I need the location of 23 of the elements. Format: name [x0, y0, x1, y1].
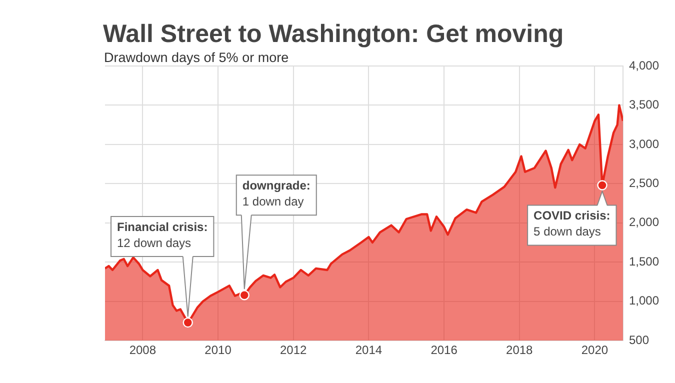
y-tick-label: 2,000: [628, 215, 660, 230]
y-tick-label: 2,500: [628, 176, 660, 190]
point: [597, 180, 608, 190]
y-tick-label: 4,000: [628, 58, 660, 72]
y-tick-label: 500: [628, 332, 650, 347]
y-tick-label: 1,000: [628, 294, 660, 308]
x-tick-label: 2008: [129, 343, 156, 358]
x-tick-label: 2012: [280, 343, 308, 358]
annotation: Financial crisis: 12 down days: [117, 220, 208, 250]
y-tick-label: 3,500: [628, 98, 660, 112]
annotation: COVID crisis: 5 down days: [534, 208, 610, 239]
chart-subtitle: Drawdown days of 5% or more: [104, 50, 289, 65]
x-tick-label: 2014: [355, 343, 382, 358]
y-tick-label: 1,500: [628, 254, 660, 268]
x-tick-label: 2018: [506, 343, 534, 358]
chart-title: Wall Street to Washington: Get moving: [103, 20, 564, 49]
point: [182, 317, 193, 328]
annotation: downgrade: 1 down day: [242, 178, 310, 208]
point: [239, 290, 250, 300]
y-tick-label: 3,000: [628, 136, 660, 151]
x-tick-label: 2016: [430, 343, 458, 358]
x-tick-label: 2020: [581, 343, 608, 358]
x-tick-label: 2010: [204, 343, 232, 358]
